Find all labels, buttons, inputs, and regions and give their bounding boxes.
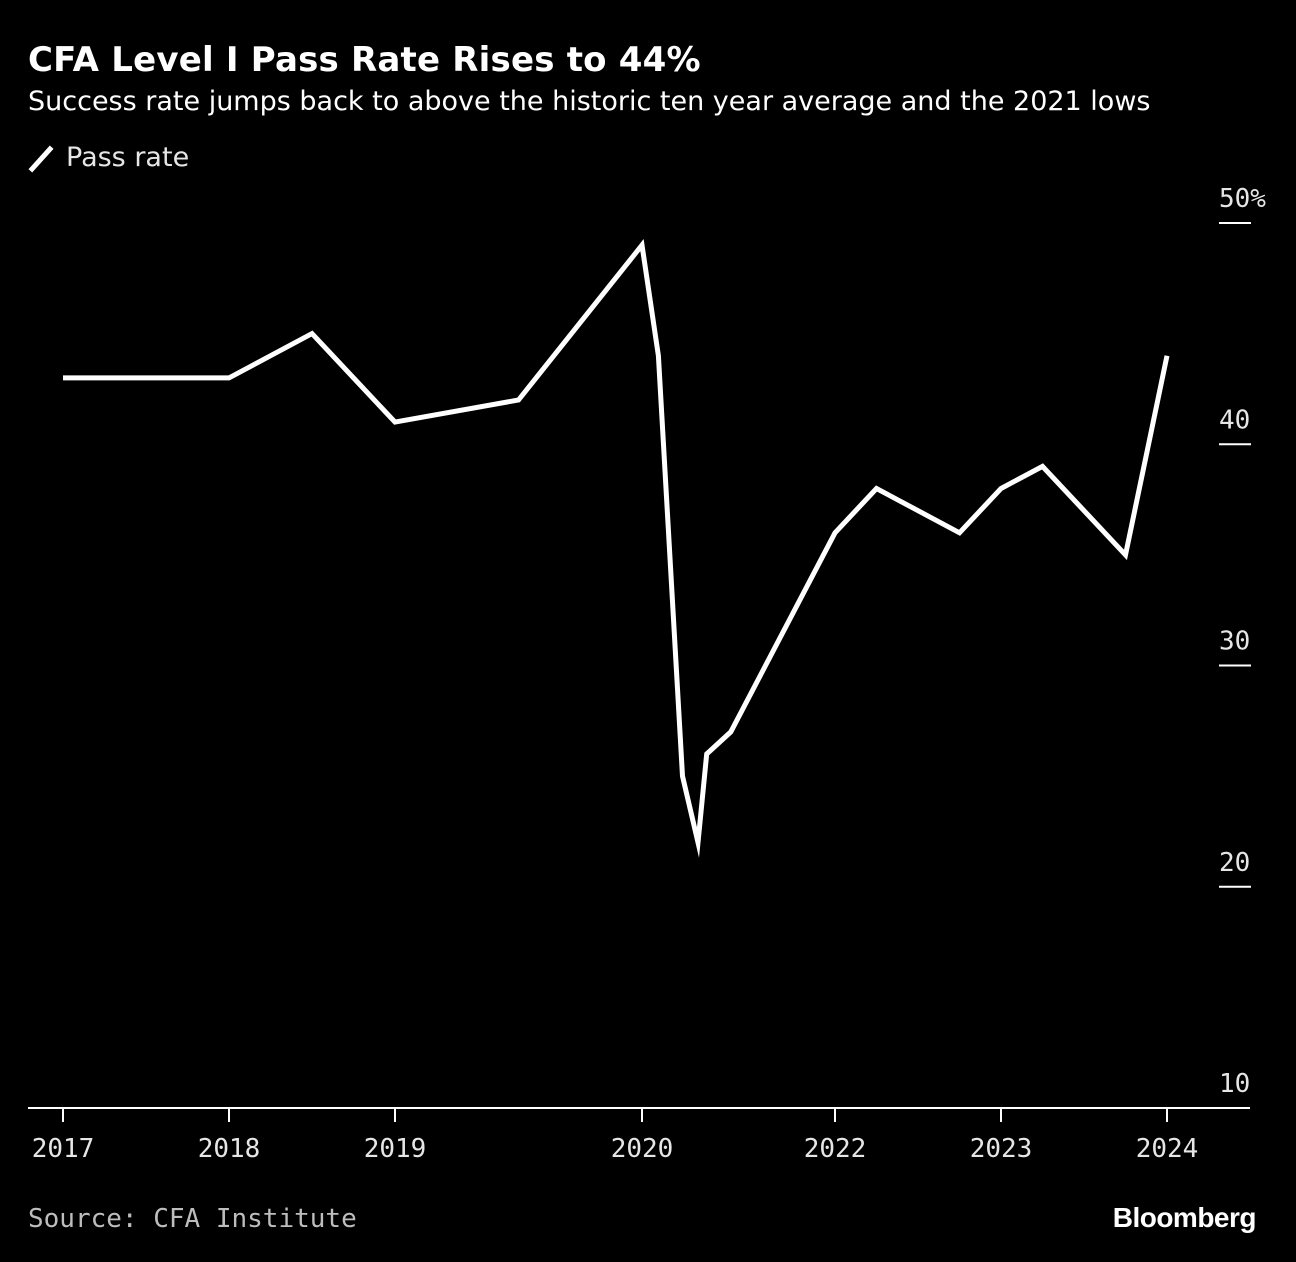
x-tick-label: 2022	[804, 1134, 867, 1164]
x-tick-label: 2020	[611, 1134, 674, 1164]
y-tick-label: 10	[1219, 1069, 1250, 1099]
x-tick-label: 2018	[198, 1134, 261, 1164]
chart-subtitle: Success rate jumps back to above the his…	[28, 86, 1151, 117]
y-tick-label: 20	[1219, 848, 1250, 878]
x-tick-label: 2023	[970, 1134, 1033, 1164]
chart-title: CFA Level I Pass Rate Rises to 44%	[28, 40, 701, 80]
y-axis: 50% 40 30 20 10	[1219, 184, 1266, 1099]
legend-label: Pass rate	[66, 142, 190, 173]
x-axis: 2017 2018 2019 2020 2022 2023 2024	[28, 1107, 1250, 1164]
y-tick-label: 30	[1219, 627, 1250, 657]
source-note: Source: CFA Institute	[28, 1204, 357, 1234]
y-tick-label: 40	[1219, 405, 1250, 435]
legend-line-icon	[28, 143, 54, 173]
series-line-pass-rate	[63, 239, 1170, 858]
series-group	[62, 239, 1170, 858]
bloomberg-logo: Bloomberg	[1112, 1202, 1257, 1233]
y-tick-label: 50%	[1219, 184, 1266, 214]
x-tick-label: 2024	[1136, 1134, 1199, 1164]
x-tick-label: 2019	[364, 1134, 427, 1164]
legend: Pass rate	[28, 142, 189, 173]
x-tick-label: 2017	[32, 1134, 95, 1164]
